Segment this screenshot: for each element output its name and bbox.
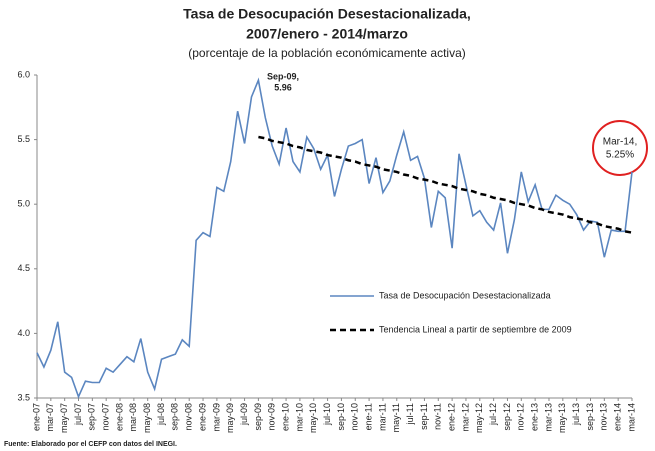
x-tick-label: jul-12 <box>488 403 498 426</box>
annotation: 5.96 <box>274 82 292 92</box>
x-tick-label: jul-11 <box>405 403 415 425</box>
x-tick-label: ene-08 <box>114 403 124 431</box>
x-tick-label: ene-10 <box>280 403 290 431</box>
x-tick-label: mar-13 <box>543 403 553 432</box>
data-line <box>36 77 633 399</box>
annotation: Mar-14, <box>603 137 637 148</box>
x-tick-label: mar-09 <box>211 403 221 432</box>
x-tick-label: sep-08 <box>170 403 180 431</box>
x-tick-label: mar-07 <box>45 403 55 432</box>
x-tick-label: ene-09 <box>197 403 207 431</box>
y-tick-label: 3.5 <box>17 392 30 402</box>
highlight-circle <box>592 120 648 176</box>
annotation: Sep-09, <box>267 71 299 81</box>
annotation: 5.25% <box>606 150 634 161</box>
x-tick-label: nov-12 <box>516 403 526 431</box>
x-tick-label: ene-14 <box>613 403 623 431</box>
x-tick-label: mar-10 <box>294 403 304 432</box>
x-tick-label: sep-11 <box>419 403 429 430</box>
x-tick-label: nov-08 <box>184 403 194 431</box>
x-tick-label: ene-12 <box>446 403 456 431</box>
x-tick-label: sep-10 <box>336 403 346 431</box>
y-tick-label: 5.5 <box>17 134 30 144</box>
x-tick-label: may-10 <box>308 403 318 433</box>
x-tick-label: sep-13 <box>585 403 595 431</box>
x-tick-label: may-08 <box>142 403 152 433</box>
x-tick-label: jul-08 <box>156 403 166 426</box>
x-tick-label: jul-10 <box>322 403 332 426</box>
x-tick-label: nov-13 <box>599 403 609 431</box>
y-tick-label: 6.0 <box>17 69 30 79</box>
legend-label: Tendencia Lineal a partir de septiembre … <box>379 324 572 334</box>
x-tick-label: ene-07 <box>31 403 41 431</box>
x-tick-label: nov-09 <box>267 403 277 431</box>
x-tick-label: ene-11 <box>363 403 373 430</box>
x-tick-label: may-11 <box>391 403 401 432</box>
x-tick-label: sep-07 <box>87 403 97 431</box>
x-tick-label: may-09 <box>225 403 235 433</box>
x-tick-label: nov-11 <box>433 403 443 430</box>
chart-subtitle: (porcentaje de la población económicamen… <box>188 46 466 60</box>
x-tick-label: may-13 <box>557 403 567 433</box>
x-tick-label: mar-12 <box>460 403 470 432</box>
x-tick-label: may-07 <box>59 403 69 433</box>
legend-label: Tasa de Desocupación Desestacionalizada <box>379 290 551 300</box>
y-tick-label: 5.0 <box>17 199 30 209</box>
data-line <box>258 135 633 234</box>
y-tick-label: 4.5 <box>17 263 30 273</box>
source-note: Fuente: Elaborado por el CEFP con datos … <box>4 441 177 448</box>
x-tick-label: jul-07 <box>73 403 83 426</box>
x-tick-label: jul-13 <box>571 403 581 426</box>
x-tick-label: nov-10 <box>350 403 360 431</box>
x-tick-label: ene-13 <box>530 403 540 431</box>
x-tick-label: mar-14 <box>626 403 636 432</box>
x-tick-label: mar-08 <box>128 403 138 432</box>
x-tick-label: jul-09 <box>239 403 249 426</box>
chart-title: Tasa de Desocupación Desestacionalizada, <box>183 6 471 22</box>
x-tick-label: sep-12 <box>502 403 512 431</box>
x-tick-label: may-12 <box>474 403 484 433</box>
y-tick-label: 4.0 <box>17 328 30 338</box>
chart-title: 2007/enero - 2014/marzo <box>246 26 408 42</box>
x-tick-label: sep-09 <box>253 403 263 431</box>
x-tick-label: nov-07 <box>101 403 111 431</box>
x-tick-label: mar-11 <box>377 403 387 431</box>
